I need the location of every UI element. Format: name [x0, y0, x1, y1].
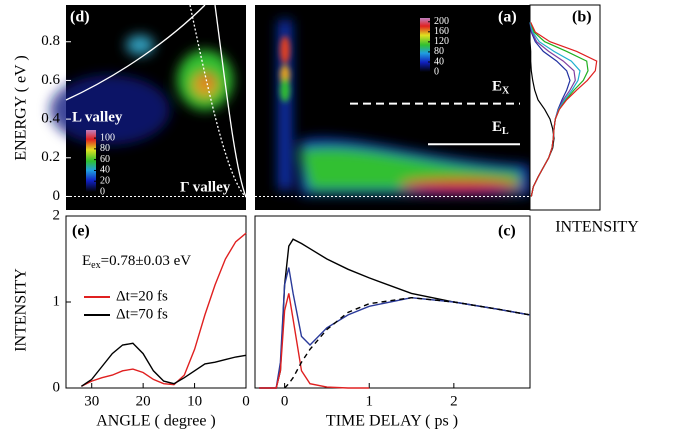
colorbar-tick-label: 0 — [100, 186, 105, 197]
colorbar-tick-label: 200 — [434, 16, 449, 27]
colorbar-tick-label: 20 — [100, 176, 110, 187]
colorbar-tick-label: 40 — [100, 165, 110, 176]
level-text: E — [492, 79, 502, 95]
spectrum-line — [530, 22, 598, 197]
annotation: L valley — [72, 109, 123, 125]
colorbar — [420, 18, 430, 72]
colorbar-tick-label: 40 — [434, 56, 444, 67]
x-axis-label: TIME DELAY ( ps ) — [326, 413, 458, 430]
colorbar-tick-label: 160 — [434, 26, 449, 37]
y-tick-label: 2 — [53, 207, 61, 223]
data-line — [259, 293, 370, 389]
annotation-text: E — [82, 253, 91, 269]
panel-label: (d) — [70, 9, 90, 26]
colorbar-tick-label: 100 — [100, 132, 115, 143]
heatmap-a — [278, 20, 530, 195]
y-tick-label: 0.2 — [41, 149, 60, 165]
y-tick-label: 0 — [53, 188, 61, 204]
energy-level-label: EL — [492, 120, 509, 138]
data-line — [81, 342, 247, 387]
colorbar-tick-label: 80 — [434, 46, 444, 57]
panel-label: (e) — [72, 223, 90, 240]
dispersion-curves — [65, 4, 247, 198]
y-tick-label: 0.8 — [41, 33, 60, 49]
panel-label: (a) — [498, 9, 517, 26]
colorbar-tick-label: 80 — [100, 143, 110, 154]
x-tick-label: 0 — [242, 393, 250, 409]
y-tick-label: 0 — [53, 379, 61, 395]
level-text: E — [492, 120, 502, 136]
x-tick-label: 1 — [365, 393, 373, 409]
legend-label: Δt=20 fs — [116, 288, 168, 304]
x-tick-label: 10 — [187, 393, 202, 409]
level-sub: L — [502, 127, 509, 138]
colorbar-tick-label: 120 — [434, 36, 449, 47]
heatmap-d — [50, 35, 233, 145]
panel-frame — [254, 215, 531, 389]
y-tick-label: 0.6 — [41, 72, 60, 88]
x-tick-label: 20 — [136, 393, 151, 409]
colorbar-tick-label: 0 — [434, 66, 439, 77]
data-line — [284, 296, 531, 389]
x-axis-label: ANGLE ( degree ) — [96, 413, 216, 430]
data-line — [81, 232, 247, 387]
legend-label: Δt=70 fs — [116, 306, 168, 322]
colorbar — [86, 130, 96, 192]
annotation: Γ valley — [180, 179, 231, 195]
y-axis-label: ENERGY ( eV ) — [13, 55, 30, 160]
level-sub: X — [502, 86, 510, 97]
annotation-text: =0.78±0.03 eV — [101, 253, 192, 269]
energy-level-label: EX — [492, 79, 510, 97]
x-tick-label: 2 — [450, 393, 458, 409]
annotation: Eex=0.78±0.03 eV — [82, 253, 191, 271]
annotation-sub: ex — [91, 260, 100, 271]
y-tick-label: 1 — [53, 293, 61, 309]
colorbar-tick-label: 60 — [100, 154, 110, 165]
x-tick-label: 30 — [84, 393, 99, 409]
panel-label: (b) — [572, 9, 592, 26]
heatmap-a-streak — [280, 36, 290, 102]
y-axis-label: INTENSITY — [13, 268, 30, 352]
x-axis-label: INTENSITY — [555, 219, 639, 236]
y-tick-label: 0.4 — [41, 111, 60, 127]
data-line — [259, 267, 531, 389]
x-tick-label: 0 — [281, 393, 289, 409]
panel-label: (c) — [498, 223, 516, 240]
